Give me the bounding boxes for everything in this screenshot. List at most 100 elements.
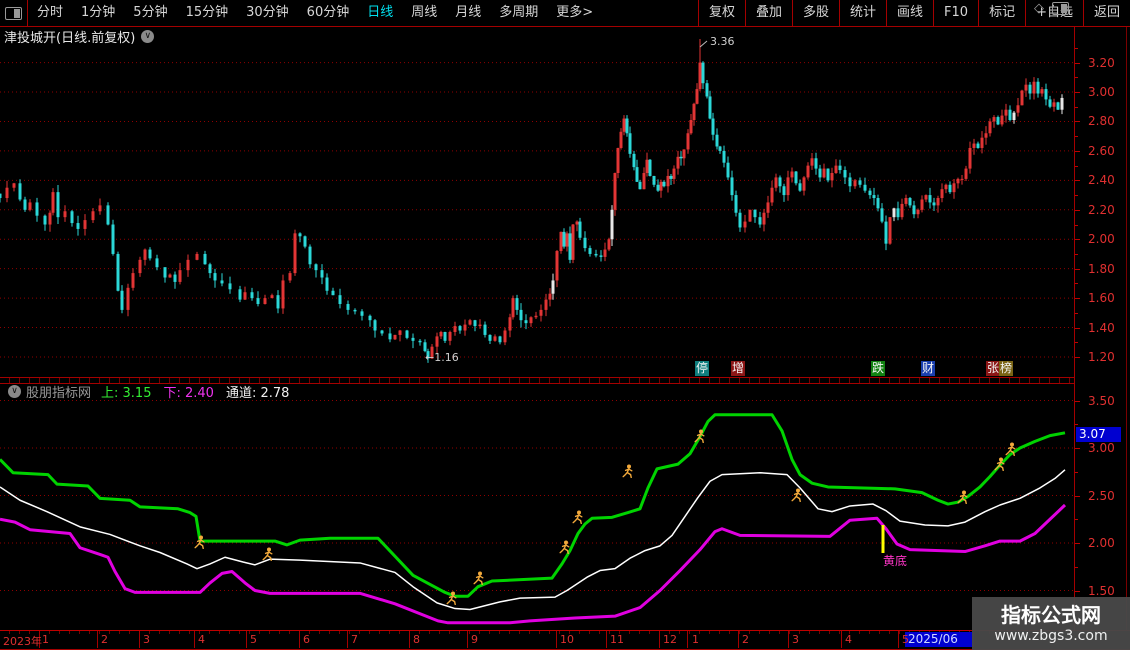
period-menu: 分时 1分钟 5分钟 15分钟 30分钟 60分钟 日线 周线 月线 多周期 更多> — [28, 0, 602, 26]
month-divider — [738, 631, 739, 648]
runner-marker — [473, 571, 484, 585]
period-item-30分钟[interactable]: 30分钟 — [246, 5, 289, 20]
month-label: 4 — [198, 633, 205, 646]
axis-tick — [1075, 424, 1078, 426]
price-axis-label: 2.80 — [1088, 114, 1115, 129]
price-axis-label: 2.00 — [1088, 536, 1115, 550]
window-split-icon — [5, 6, 22, 20]
tool-item-统计[interactable]: 统计 — [839, 0, 886, 26]
axis-tick — [1075, 519, 1078, 521]
month-label: 2 — [742, 633, 749, 646]
period-item-多周期[interactable]: 多周期 — [499, 5, 539, 20]
runner-marker — [694, 429, 705, 443]
diamond-icon[interactable]: ◇ — [1034, 1, 1044, 16]
month-label: 3 — [792, 633, 799, 646]
tool-item-画线[interactable]: 画线 — [886, 0, 933, 26]
period-item-15分钟[interactable]: 15分钟 — [185, 5, 229, 20]
month-divider — [194, 631, 195, 648]
indicator-params: 上: 3.15 下: 2.40 通道: 2.78 — [101, 382, 301, 401]
window-split-button[interactable] — [0, 0, 28, 26]
month-divider — [97, 631, 98, 648]
indicator-dropdown-icon[interactable]: ∨ — [8, 385, 21, 398]
price-axis-label: 2.00 — [1088, 232, 1115, 247]
chart-button-增[interactable]: 增 — [731, 361, 746, 376]
period-item-5分钟[interactable]: 5分钟 — [133, 5, 168, 20]
month-divider — [299, 631, 300, 648]
axis-tick — [1075, 121, 1080, 123]
indicator-chart[interactable]: 黄底 — [0, 382, 1074, 630]
axis-tick — [1075, 471, 1078, 473]
month-divider — [659, 631, 660, 648]
period-item-日线[interactable]: 日线 — [367, 5, 394, 20]
title-dropdown-icon[interactable]: ∨ — [141, 29, 155, 43]
price-axis-label: 3.00 — [1088, 441, 1115, 455]
month-label: 10 — [560, 633, 574, 646]
current-price-tag: 3.07 — [1076, 426, 1121, 442]
axis-tick — [1075, 312, 1078, 314]
chart-corner-icons: ◇ — [1034, 2, 1069, 15]
price-axis-label: 1.40 — [1088, 320, 1115, 335]
month-divider — [246, 631, 247, 648]
indicator-param: 通道: 2.78 — [225, 386, 290, 401]
period-item-60分钟[interactable]: 60分钟 — [306, 5, 350, 20]
period-item-更多>[interactable]: 更多> — [556, 5, 594, 20]
price-axis: 3.07 3.20 3.00 2.80 2.60 2.40 2.20 2.00 1.80 1.6… — [1074, 27, 1130, 648]
indicator-name: 股朋指标网 — [26, 386, 92, 401]
period-item-1分钟[interactable]: 1分钟 — [81, 5, 116, 20]
axis-tick — [1075, 195, 1078, 197]
tool-item-多股[interactable]: 多股 — [791, 0, 839, 26]
month-divider — [687, 631, 688, 648]
yellow-bottom-label: 黄底 — [883, 553, 907, 568]
axis-tick — [1075, 342, 1078, 344]
axis-tick — [1075, 327, 1080, 329]
month-divider — [841, 631, 842, 648]
pane-split-icon[interactable] — [1052, 2, 1069, 15]
month-label: 2 — [101, 633, 108, 646]
axis-tick — [1075, 209, 1080, 211]
period-item-分时[interactable]: 分时 — [37, 5, 64, 20]
runner-marker — [622, 464, 633, 478]
chart-button-张[interactable]: 张 — [986, 361, 1001, 376]
tool-item-F10[interactable]: F10 — [933, 0, 978, 26]
tool-item-叠加[interactable]: 叠加 — [744, 0, 792, 26]
axis-tick — [1075, 400, 1080, 402]
period-item-周线[interactable]: 周线 — [411, 5, 438, 20]
month-label: 12 — [663, 633, 677, 646]
month-label: 9 — [471, 633, 478, 646]
tool-item-返回[interactable]: 返回 — [1082, 0, 1130, 26]
price-axis-label: 3.50 — [1088, 393, 1115, 408]
axis-tick — [1075, 239, 1080, 241]
axis-tick — [1075, 590, 1080, 592]
month-divider — [39, 631, 40, 648]
chart-button-榜[interactable]: 榜 — [999, 361, 1014, 376]
axis-tick — [1075, 106, 1078, 108]
panel-separator-ticks — [0, 377, 1074, 384]
price-axis-label: 2.20 — [1088, 202, 1115, 217]
month-label: 2023年 — [3, 635, 42, 648]
axis-tick — [1075, 180, 1080, 182]
chart-button-财[interactable]: 财 — [921, 361, 936, 376]
main-candlestick-chart[interactable]: 3.36 ←1.16 — [0, 27, 1074, 378]
runner-marker — [572, 510, 583, 524]
axis-tick — [1075, 150, 1080, 152]
axis-tick — [1075, 268, 1080, 270]
svg-text:←1.16: ←1.16 — [425, 351, 459, 364]
axis-tick — [1075, 495, 1080, 497]
chart-button-停[interactable]: 停 — [695, 361, 710, 376]
mid-channel-line — [0, 469, 1066, 611]
month-divider — [409, 631, 410, 648]
axis-tick — [1075, 283, 1078, 285]
month-label: 5 — [902, 633, 909, 646]
month-divider — [898, 631, 899, 648]
period-item-月线[interactable]: 月线 — [455, 5, 482, 20]
axis-tick — [1075, 92, 1080, 94]
axis-tick — [1075, 566, 1078, 568]
price-axis-label: 3.00 — [1088, 85, 1115, 100]
tool-item-标记[interactable]: 标记 — [978, 0, 1025, 26]
chart-button-跌[interactable]: 跌 — [871, 361, 886, 376]
runner-marker — [791, 488, 802, 502]
tool-item-复权[interactable]: 复权 — [697, 0, 745, 26]
month-label: 1 — [692, 633, 699, 646]
month-label: 8 — [413, 633, 420, 646]
price-axis-label: 1.20 — [1088, 350, 1115, 364]
